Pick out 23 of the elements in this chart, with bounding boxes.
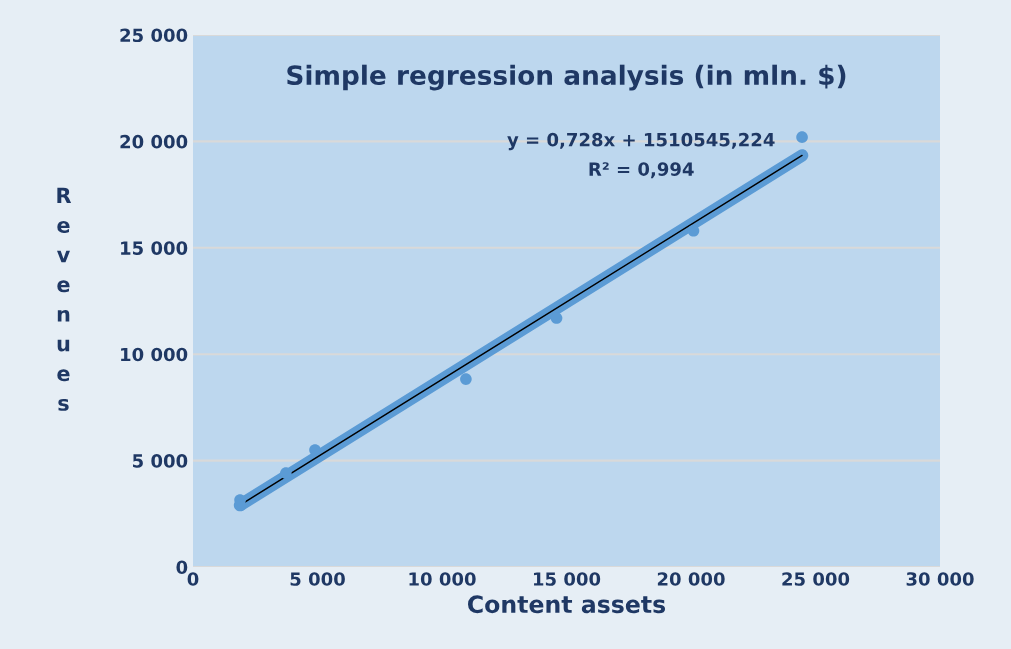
- x-tick-label: 10 000: [409, 572, 476, 586]
- x-axis-title: Content assets: [468, 595, 666, 614]
- x-tick-label: 5 000: [290, 572, 345, 586]
- annotation: R² = 0,994: [589, 162, 694, 179]
- text: Simple regression analysis (in mln. $): [287, 64, 846, 91]
- y-tick-label: 10 000: [121, 347, 188, 362]
- point: [796, 131, 808, 143]
- x-tick-label: 25 000: [782, 572, 850, 586]
- x-tick-label: 0: [187, 572, 199, 586]
- x-tick-label: 30 000: [906, 572, 974, 586]
- x-tick-label: 15 000: [533, 572, 601, 586]
- point: [550, 312, 563, 324]
- point: [460, 373, 472, 385]
- y-axis-title: Revenues: [57, 187, 72, 411]
- y-tick-label: 5 000: [133, 454, 188, 468]
- y-tick-label: 15 000: [121, 241, 188, 255]
- y-tick-label: 25 000: [120, 28, 188, 43]
- annotation: y = 0,728x + 1510545,224: [507, 132, 775, 151]
- point: [280, 467, 292, 479]
- point: [687, 224, 700, 237]
- x-tick-label: 20 000: [657, 572, 725, 586]
- y-tick-label: 0: [176, 560, 188, 575]
- y-tick-label: 20 000: [120, 134, 188, 149]
